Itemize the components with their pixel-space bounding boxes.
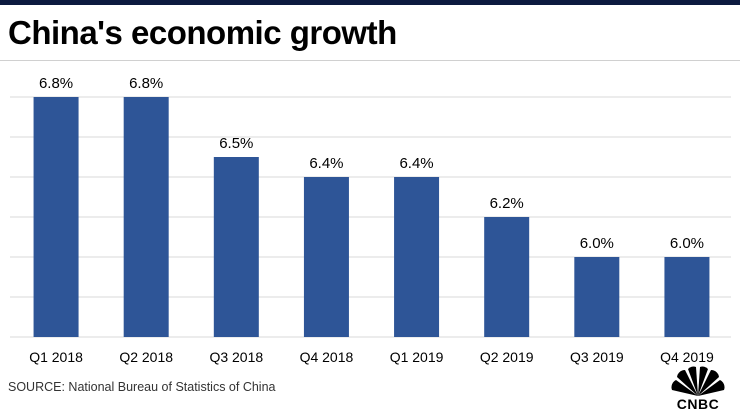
data-label: 6.2% bbox=[490, 195, 524, 212]
bar bbox=[213, 157, 259, 337]
x-tick-labels: Q1 2018 Q2 2018 Q3 2018 Q4 2018 Q1 2019 Q2 20… bbox=[29, 349, 714, 365]
data-labels: 6.8% 6.8% 6.5% 6.4% 6.4% 6.2% 6.0% 6.0% bbox=[39, 75, 704, 252]
data-label: 6.4% bbox=[309, 155, 343, 172]
data-label: 6.0% bbox=[580, 235, 614, 252]
bar bbox=[394, 177, 440, 337]
x-tick-label: Q2 2019 bbox=[480, 349, 534, 365]
source-note: SOURCE: National Bureau of Statistics of… bbox=[8, 380, 276, 394]
data-label: 6.4% bbox=[399, 155, 433, 172]
x-tick-label: Q4 2019 bbox=[660, 349, 714, 365]
bar bbox=[574, 257, 620, 337]
title-divider bbox=[0, 60, 740, 61]
peacock-icon bbox=[671, 366, 725, 396]
bars bbox=[33, 97, 710, 337]
cnbc-logo: CNBC bbox=[664, 366, 732, 412]
bar bbox=[33, 97, 79, 337]
x-tick-label: Q3 2019 bbox=[570, 349, 624, 365]
x-tick-label: Q2 2018 bbox=[119, 349, 173, 365]
x-tick-label: Q1 2018 bbox=[29, 349, 83, 365]
data-label: 6.5% bbox=[219, 135, 253, 152]
x-tick-label: Q3 2018 bbox=[209, 349, 263, 365]
bar bbox=[123, 97, 169, 337]
logo-text: CNBC bbox=[676, 396, 720, 412]
bar bbox=[664, 257, 710, 337]
data-label: 6.0% bbox=[670, 235, 704, 252]
top-bar bbox=[0, 0, 740, 5]
data-label: 6.8% bbox=[129, 75, 163, 92]
data-label: 6.8% bbox=[39, 75, 73, 92]
chart-title: China's economic growth bbox=[8, 14, 397, 51]
bar bbox=[484, 217, 530, 337]
bar bbox=[303, 177, 349, 337]
x-tick-label: Q4 2018 bbox=[300, 349, 354, 365]
x-tick-label: Q1 2019 bbox=[390, 349, 444, 365]
gridlines bbox=[10, 96, 731, 338]
